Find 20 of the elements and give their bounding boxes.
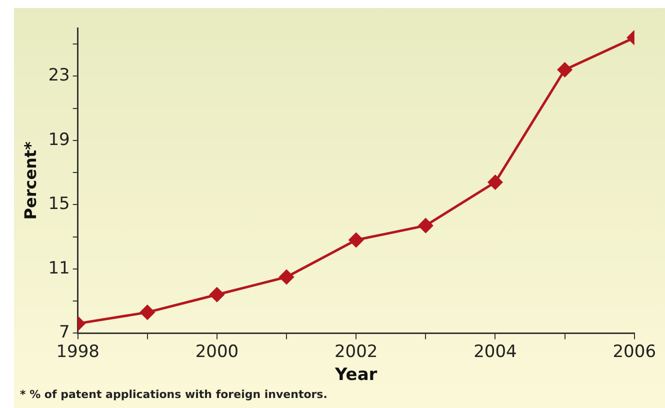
point	[279, 270, 294, 284]
y-tick-label: 19	[48, 130, 70, 150]
point	[488, 174, 502, 190]
y-tick-label: 15	[48, 194, 70, 214]
x-tick-label: 2006	[612, 342, 656, 362]
y-tick-label: 7	[59, 322, 70, 343]
point	[210, 287, 224, 302]
x-tick-label: 2002	[334, 342, 378, 362]
x-axis-title: Year	[334, 365, 378, 386]
text: * % of patent applications with foreign inventors.	[20, 388, 328, 401]
point	[348, 232, 364, 248]
y-axis-title: Percent*	[20, 140, 40, 220]
point	[558, 62, 572, 78]
point	[418, 218, 433, 233]
x-tick-label: 2000	[195, 342, 239, 362]
y-tick-label: 11	[48, 258, 70, 278]
y-tick-label: 23	[48, 66, 70, 86]
x-tick-label: 1998	[56, 342, 100, 362]
point	[140, 305, 155, 320]
x-tick-label: 2004	[474, 342, 517, 362]
